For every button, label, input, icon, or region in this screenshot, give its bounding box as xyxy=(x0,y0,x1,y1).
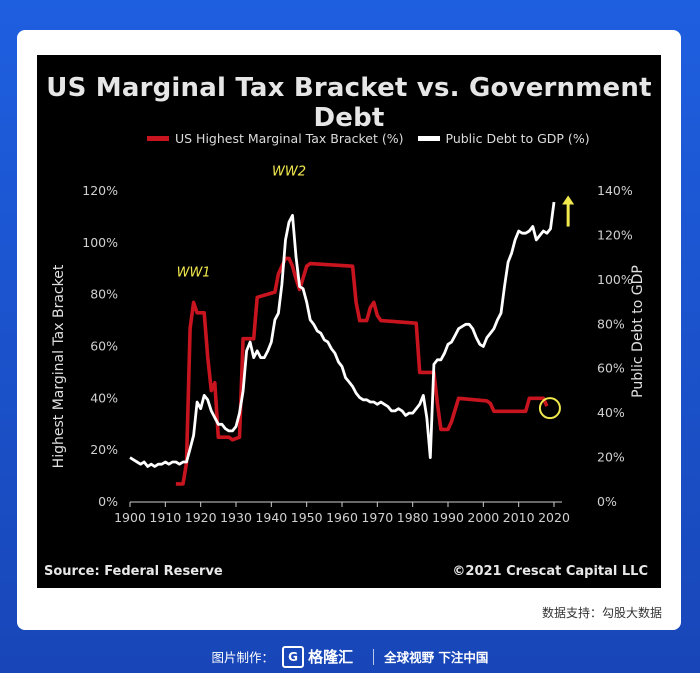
legend-swatch-debt xyxy=(417,136,440,141)
y-left-tick-label: 60% xyxy=(90,339,118,354)
data-credit: 数据支持：勾股大数据 xyxy=(541,606,662,620)
y-left-axis-title: Highest Marginal Tax Bracket xyxy=(51,264,67,468)
brand-name: 格隆汇 xyxy=(308,648,354,666)
x-tick-label: 1910 xyxy=(149,510,181,525)
highlight-circle xyxy=(538,397,561,420)
x-tick-label: 1980 xyxy=(397,510,429,525)
y-left-tick-label: 120% xyxy=(82,183,118,198)
y-right-tick-label: 60% xyxy=(597,361,625,376)
annotation-ww2: WW2 xyxy=(272,164,306,179)
y-right-tick-label: 0% xyxy=(597,494,617,509)
source-note: Source: Federal Reserve xyxy=(44,564,223,579)
y-right-tick-label: 80% xyxy=(597,316,625,331)
legend-item-tax: US Highest Marginal Tax Bracket (%) xyxy=(147,131,404,146)
y-left-tick-label: 40% xyxy=(90,390,118,405)
y-right-axis-title: Public Debt to GDP xyxy=(630,265,646,398)
legend-label-debt: Public Debt to GDP (%) xyxy=(445,131,590,146)
x-tick-label: 1940 xyxy=(255,510,287,525)
legend-item-debt: Public Debt to GDP (%) xyxy=(417,131,590,146)
debt-to-gdp-line xyxy=(129,201,556,468)
chart-panel: 1900 1910 1920 1930 1940 1950 1960 1970 1980 1990… xyxy=(37,55,661,588)
chart-svg: 1900 1910 1920 1930 1940 1950 1960 1970 1980 1990… xyxy=(51,164,646,525)
y-left-tick-label: 0% xyxy=(98,494,118,509)
y-left-tick-label: 100% xyxy=(82,235,118,250)
footer-slogan: 全球视野 下注中国 xyxy=(384,650,489,665)
up-arrow-icon xyxy=(562,195,575,205)
y-right-tick-label: 140% xyxy=(597,183,633,198)
chart-title: US Marginal Tax Bracket vs. Government D… xyxy=(46,73,652,133)
legend-label-tax: US Highest Marginal Tax Bracket (%) xyxy=(175,131,404,146)
footer-made-by: 图片制作： xyxy=(211,650,275,665)
x-tick-label: 1920 xyxy=(185,510,217,525)
footer-divider xyxy=(373,648,375,665)
tax-bracket-line xyxy=(175,256,549,486)
copyright-note: ©2021 Crescat Capital LLC xyxy=(452,564,648,579)
annotation-ww1: WW1 xyxy=(177,266,211,281)
x-tick-label: 1950 xyxy=(291,510,323,525)
y-left-tick-label: 80% xyxy=(90,287,118,302)
footer-bar: 图片制作： G 格隆汇 全球视野 下注中国 xyxy=(0,640,700,673)
y-right-tick-label: 40% xyxy=(597,405,625,420)
x-tick-label: 1990 xyxy=(432,510,464,525)
x-tick-label: 1960 xyxy=(326,510,358,525)
x-tick-label: 2000 xyxy=(467,510,499,525)
x-tick-label: 1930 xyxy=(220,510,252,525)
x-tick-label: 1900 xyxy=(114,510,146,525)
y-right-tick-label: 20% xyxy=(597,450,625,465)
brand-logo-icon: G xyxy=(282,645,305,668)
x-tick-label: 2010 xyxy=(503,510,535,525)
y-right-tick-label: 120% xyxy=(597,227,633,242)
y-right-tick-label: 100% xyxy=(597,272,633,287)
legend-swatch-tax xyxy=(147,136,169,141)
chart-legend: US Highest Marginal Tax Bracket (%) Publ… xyxy=(147,131,604,146)
y-left-tick-label: 20% xyxy=(90,442,118,457)
x-tick-label: 1970 xyxy=(361,510,393,525)
x-tick-label: 2020 xyxy=(538,510,570,525)
brand-logo: G 格隆汇 xyxy=(282,645,354,668)
